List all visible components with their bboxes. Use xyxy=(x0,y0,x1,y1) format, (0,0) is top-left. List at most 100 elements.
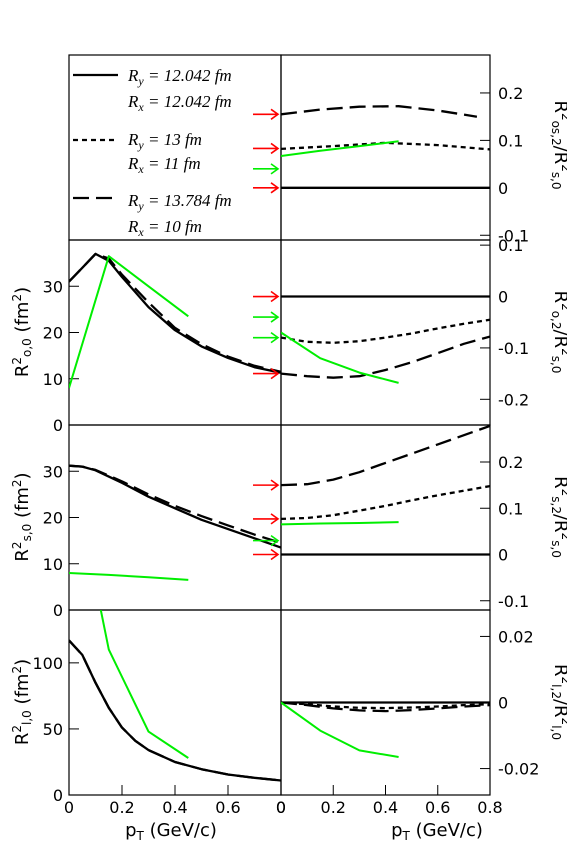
y-tick-label: 0.2 xyxy=(498,84,523,103)
y-tick-label: 20 xyxy=(43,324,63,343)
y-axis-label-o2: R2o,2/R2s,0 xyxy=(549,291,567,374)
y-tick-label: 0.1 xyxy=(498,499,523,518)
panel-R2_os2_over_R2_s0: 0.2 0.1 0 -0.1 xyxy=(253,54,529,245)
arrow-head xyxy=(270,311,280,323)
y-tick-label: 50 xyxy=(43,720,63,739)
arrow-head xyxy=(270,108,280,120)
panel-R2_s2_over_R2_s0: 0.2 0.1 0 -0.1 xyxy=(253,424,529,611)
panel-R2_l2_over_R2_l0: 0.02 0 -0.02 0 0.2 0.4 0.6 0.8 xyxy=(276,609,539,817)
x-tick-label: 0.6 xyxy=(215,798,240,817)
series-line-dotted xyxy=(281,141,490,151)
series-line-dashed xyxy=(281,425,490,487)
panel-R2_o2_over_R2_s0: 0.1 0 -0.1 -0.2 xyxy=(253,236,529,426)
reference-arrow xyxy=(253,548,280,561)
series-line-dotted xyxy=(281,318,490,344)
panel-R2_s0: 30 20 10 0 xyxy=(43,424,282,620)
reference-arrow xyxy=(253,534,280,547)
legend-entry-dotted: Ry = 13 fm Rx = 11 fm xyxy=(73,130,202,176)
series-line-dotted xyxy=(281,484,490,521)
y-tick-label: 10 xyxy=(43,555,63,574)
y-tick-label: 30 xyxy=(43,462,63,481)
reference-arrow xyxy=(253,367,280,380)
x-axis-label-right: pT (GeV/c) xyxy=(391,820,483,843)
y-tick-label: 0.1 xyxy=(498,236,523,255)
arrow-head xyxy=(270,331,280,344)
x-tick-label: 0 xyxy=(276,798,286,817)
y-tick-label: -0.1 xyxy=(498,226,529,245)
legend-rx-dashed: Rx = 10 fm xyxy=(127,217,202,239)
panel-R2_o0: 30 20 10 0 xyxy=(43,239,282,435)
legend-rx-dotted: Rx = 11 fm xyxy=(127,154,201,176)
y-tick-label: 0 xyxy=(498,288,508,307)
series-line-dashed xyxy=(281,105,478,118)
series-line-green xyxy=(69,255,189,389)
y-tick-label: -0.02 xyxy=(498,760,539,779)
y-tick-label: 0 xyxy=(498,546,508,565)
series-line-green xyxy=(281,701,399,758)
arrow-head xyxy=(270,182,280,194)
y-tick-label: -0.1 xyxy=(498,339,529,358)
reference-arrow xyxy=(253,142,280,155)
y-tick-label: -0.2 xyxy=(498,390,529,409)
series-line-solid xyxy=(69,252,281,374)
arrow-head xyxy=(270,534,280,547)
y-axis-label-s0: R2s,0 (fm2) xyxy=(10,472,34,561)
x-axis-label-left: pT (GeV/c) xyxy=(125,820,217,843)
legend-entry-dashed: Ry = 13.784 fm Rx = 10 fm xyxy=(73,191,232,239)
x-tick-label: 0.2 xyxy=(109,798,134,817)
reference-arrow xyxy=(253,479,280,491)
arrow-head xyxy=(270,163,280,175)
y-axis-label-os2: R2os,2/R2s,0 xyxy=(549,100,567,189)
series-line-dashed xyxy=(69,252,281,373)
legend-ry-solid: Ry = 12.042 fm xyxy=(127,66,232,88)
y-tick-label: 10 xyxy=(43,370,63,389)
arrow-head xyxy=(270,548,280,561)
y-axis-label-s2: R2s,2/R2s,0 xyxy=(549,476,567,558)
y-tick-label: 0 xyxy=(53,601,63,620)
arrow-head xyxy=(270,513,280,525)
x-tick-label: 0.4 xyxy=(162,798,187,817)
panel-frame xyxy=(68,239,282,426)
x-tick-label: 0 xyxy=(64,798,74,817)
y-tick-label: 30 xyxy=(43,277,63,296)
reference-arrow xyxy=(253,290,280,303)
y-axis-label-l2: R2l,2/R2l,0 xyxy=(549,664,567,740)
x-tick-label: 0.6 xyxy=(425,798,450,817)
reference-arrow xyxy=(253,331,280,344)
y-tick-label: 0.02 xyxy=(498,627,534,646)
y-tick-label: 0 xyxy=(498,694,508,713)
y-axis-label-l0: R2l,0 (fm2) xyxy=(10,659,34,745)
series-line-dotted xyxy=(281,701,490,710)
y-tick-label: 0 xyxy=(498,179,508,198)
legend-ry-dashed: Ry = 13.784 fm xyxy=(127,191,232,213)
reference-arrow xyxy=(253,163,280,175)
x-tick-label: 0.8 xyxy=(477,798,502,817)
y-tick-label: 0.2 xyxy=(498,453,523,472)
reference-arrow xyxy=(253,108,280,120)
arrow-head xyxy=(270,290,280,303)
legend-panel: Ry = 12.042 fm Rx = 12.042 fm Ry = 13 fm… xyxy=(68,54,282,241)
series-line-dashed xyxy=(281,701,490,713)
series-line-dashed xyxy=(69,639,281,782)
series-line-green xyxy=(281,521,399,526)
panel-frame xyxy=(68,424,282,611)
legend-entry-solid: Ry = 12.042 fm Rx = 12.042 fm xyxy=(73,66,232,114)
y-tick-label: 0 xyxy=(53,416,63,435)
arrow-head xyxy=(270,479,280,491)
reference-arrow xyxy=(253,311,280,323)
series-line-green xyxy=(69,572,189,581)
legend-rx-solid: Rx = 12.042 fm xyxy=(127,92,232,114)
series-line-solid xyxy=(69,464,281,549)
reference-arrow xyxy=(253,182,280,194)
series-line-green xyxy=(281,140,399,157)
reference-arrow xyxy=(253,513,280,525)
x-tick-label: 0.4 xyxy=(373,798,398,817)
y-tick-label: 0.1 xyxy=(498,131,523,150)
series-line-dashed xyxy=(281,335,490,379)
series-line-solid xyxy=(69,639,281,782)
panels: 0.20.10-0.130201000.10-0.1-0.230201000.2… xyxy=(32,54,539,817)
y-tick-label: 0 xyxy=(53,786,63,805)
arrow-head xyxy=(270,142,280,155)
